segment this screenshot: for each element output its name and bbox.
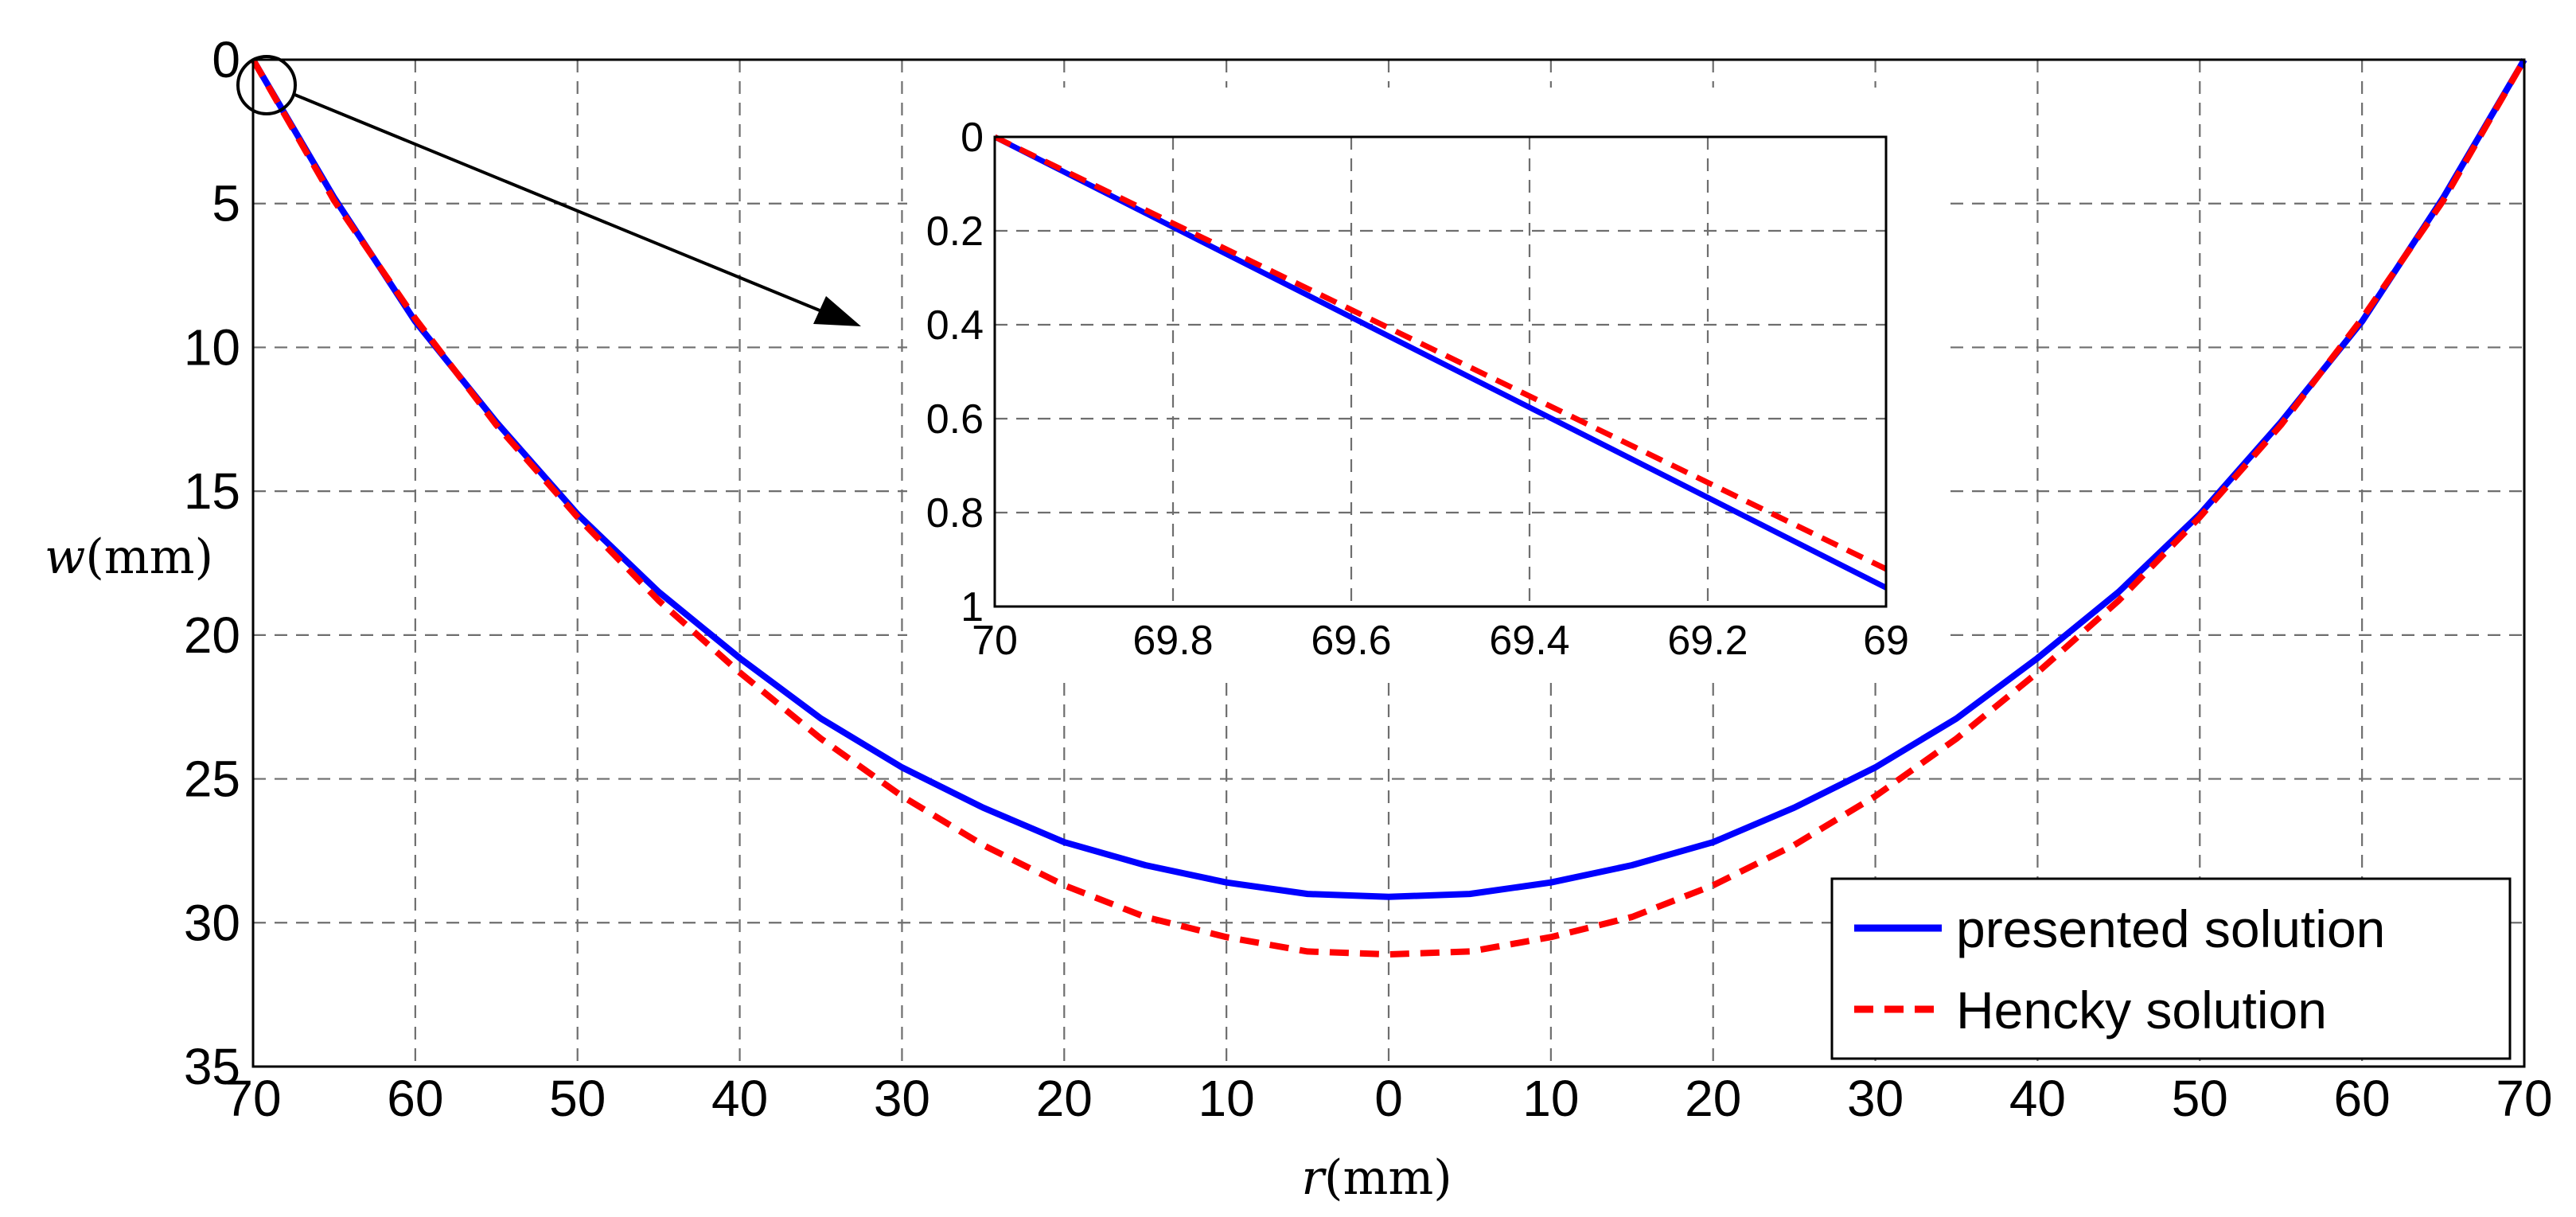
x-tick-label: 60 (387, 1070, 443, 1127)
x-tick-label: 40 (2009, 1070, 2066, 1127)
x-tick-label: 70 (224, 1070, 281, 1127)
zoom-arrow-line (292, 92, 820, 312)
legend-label-presented: presented solution (1956, 899, 2385, 958)
y-tick-label: 0 (212, 31, 240, 88)
main-plot-frame (251, 58, 2526, 1068)
x-tick-label: 10 (1198, 1070, 1255, 1127)
x-tick-label: 0 (1374, 1070, 1403, 1127)
inset-y-tick-label: 1 (961, 584, 984, 630)
inset-x-tick-label: 69.8 (1132, 618, 1213, 664)
inset-y-tick-label: 0.6 (926, 396, 984, 443)
x-tick-label: 50 (549, 1070, 606, 1127)
x-tick-label: 30 (874, 1070, 930, 1127)
x-tick-label: 10 (1522, 1070, 1579, 1127)
y-tick-label: 35 (184, 1038, 240, 1095)
y-tick-label: 30 (184, 894, 240, 951)
legend: presented solution Hencky solution (1830, 877, 2512, 1060)
inset-series-presented-line (993, 134, 1888, 591)
x-tick-label: 60 (2334, 1070, 2391, 1127)
x-tick-label: 40 (711, 1070, 768, 1127)
inset-x-tick-label: 70 (972, 618, 1018, 664)
inset-plot-frame (993, 135, 1888, 608)
x-tick-labels: 70 60 50 40 30 20 10 0 10 20 30 40 50 60 70 (224, 1070, 2552, 1127)
x-axis-var: r (1301, 1150, 1327, 1206)
inset-x-tick-label: 69 (1863, 618, 1909, 664)
x-tick-label: 20 (1036, 1070, 1093, 1127)
x-tick-label: 50 (2172, 1070, 2228, 1127)
zoom-circle (236, 55, 297, 115)
y-tick-label: 20 (184, 607, 240, 664)
inset-x-tick-label: 69.6 (1311, 618, 1391, 664)
x-tick-label: 20 (1685, 1070, 1741, 1127)
inset-x-tick-labels: 70 69.8 69.6 69.4 69.2 69 (972, 618, 1909, 664)
inset-y-tick-label: 0.4 (926, 302, 984, 349)
x-axis-unit: (mm) (1324, 1150, 1452, 1206)
inset-x-tick-label: 69.2 (1667, 618, 1748, 664)
y-tick-label: 15 (184, 462, 240, 520)
y-axis-unit: (mm) (85, 529, 213, 585)
y-tick-label: 10 (184, 318, 240, 376)
inset-y-tick-labels: 0 0.2 0.4 0.6 0.8 1 (926, 115, 984, 630)
series-hencky-line (250, 58, 2527, 958)
inset-y-tick-label: 0.2 (926, 209, 984, 255)
y-tick-labels: 0 5 10 15 20 25 30 35 (184, 31, 240, 1095)
inset-series (993, 134, 1888, 591)
inset-y-tick-label: 0 (961, 115, 984, 161)
y-axis-var: w (45, 529, 85, 585)
x-axis-label: r(mm) (1301, 1150, 1452, 1206)
inset-y-tick-label: 0.8 (926, 490, 984, 536)
legend-box (1830, 877, 2512, 1060)
inset-x-tick-label: 69.4 (1489, 618, 1569, 664)
x-tick-label: 30 (1847, 1070, 1904, 1127)
legend-label-hencky: Hencky solution (1956, 981, 2327, 1040)
series-presented-line (250, 57, 2527, 900)
x-tick-label: 70 (2496, 1070, 2552, 1127)
y-axis-label: w(mm) (45, 529, 213, 585)
y-tick-label: 5 (212, 175, 240, 232)
inset-background (907, 88, 1942, 677)
y-tick-label: 25 (184, 751, 240, 808)
zoom-arrow-head (813, 296, 861, 326)
main-series (250, 57, 2527, 958)
